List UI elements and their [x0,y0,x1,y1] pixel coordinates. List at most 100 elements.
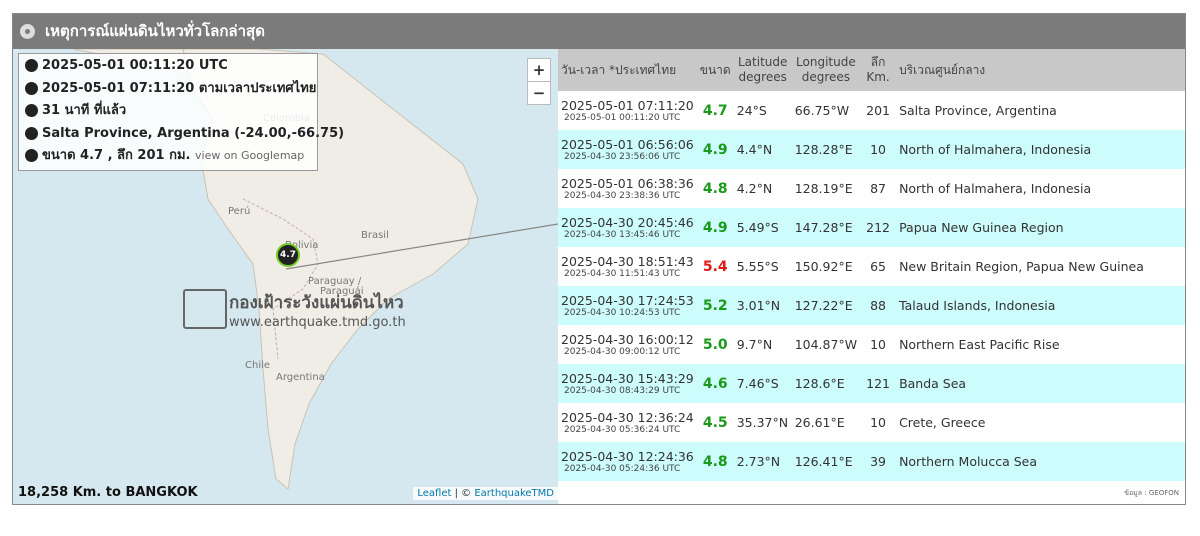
depth: 10 [860,130,897,169]
zoom-in[interactable]: + [527,58,551,82]
column-header: Latitude degrees [733,49,792,91]
utc-time: 2025-04-30 05:24:36 UTC [564,464,681,474]
depth: 121 [860,364,897,403]
latitude: 24°S [736,103,767,118]
quake-row[interactable]: 2025-05-01 07:11:20 2025-05-01 00:11:20 U… [558,91,1185,130]
time-cell: 2025-04-30 17:24:53 2025-04-30 10:24:53 U… [558,286,697,325]
magnitude: 4.8 [696,442,734,481]
longitude: 26.61°E [794,415,845,430]
time-cell: 2025-04-30 15:43:29 2025-04-30 08:43:29 U… [558,364,697,403]
depth: 212 [860,208,897,247]
quake-row[interactable]: 2025-04-30 12:24:36 2025-04-30 05:24:36 U… [558,442,1185,481]
region: Salta Province, Argentina [899,103,1057,118]
column-header: วัน-เวลา *ประเทศไทย [558,49,697,91]
time-cell: 2025-04-30 16:00:12 2025-04-30 09:00:12 U… [558,325,697,364]
info-icon [25,126,38,140]
latitude: 2.73°N [733,442,792,481]
zoom-out[interactable]: − [527,81,551,105]
latitude: 7.46°S [733,364,792,403]
local-time: 2025-04-30 12:24:36 [561,449,694,464]
map-label: Paraguay / [308,276,362,287]
info-text: 2025-05-01 00:11:20 UTC [42,58,228,73]
latitude: 4.4°N [733,130,792,169]
magnitude: 4.7 [702,102,728,119]
column-header: บริเวณศูนย์กลาง [896,49,1185,91]
utc-time: 2025-04-30 09:00:12 UTC [564,347,681,357]
longitude: 66.75°W [794,103,850,118]
region: North of Halmahera, Indonesia [896,130,1185,169]
utc-time: 2025-04-30 11:51:43 UTC [564,269,681,279]
quake-row[interactable]: 2025-04-30 15:43:29 2025-04-30 08:43:29 U… [558,364,1185,403]
utc-time: 2025-04-30 08:43:29 UTC [564,386,681,396]
utc-time: 2025-04-30 10:24:53 UTC [564,308,681,318]
latitude: 3.01°N [733,286,792,325]
region: Talaud Islands, Indonesia [896,286,1185,325]
info-text: ขนาด 4.7 , ลึก 201 กม. [42,148,191,163]
time-cell: 2025-05-01 06:38:36 2025-04-30 23:38:36 U… [558,169,697,208]
quake-row[interactable]: 2025-05-01 06:38:36 2025-04-30 23:38:36 U… [558,169,1185,208]
local-time: 2025-04-30 15:43:29 [561,371,694,386]
magnitude: 4.9 [696,130,734,169]
leaflet-link[interactable]: Leaflet [417,488,452,499]
magnitude: 5.4 [702,258,728,275]
quake-table: วัน-เวลา *ประเทศไทย ขนาด Latitude degrees Lo… [558,49,1185,481]
map-label: Brasil [361,230,389,241]
tmd-link[interactable]: EarthquakeTMD [474,488,554,499]
quake-row[interactable]: 2025-04-30 12:36:24 2025-04-30 05:36:24 U… [558,403,1185,442]
depth: 201 [866,103,890,118]
latitude: 5.49°S [733,208,792,247]
map[interactable]: ColombiaPerúBrasilBoliviaParaguay /Parag… [13,49,558,504]
depth: 10 [870,415,887,430]
attribution: Leaflet | © EarthquakeTMD [413,487,558,500]
time-cell: 2025-05-01 06:56:06 2025-04-30 23:56:06 U… [558,130,697,169]
column-header-text: วัน-เวลา *ประเทศไทย [561,62,677,77]
column-header-text: degrees [738,70,787,84]
quake-row[interactable]: 2025-04-30 18:51:43 2025-04-30 11:51:43 U… [558,247,1185,286]
longitude: 126.41°E [791,442,861,481]
info-icon [25,59,38,72]
time-cell: 2025-04-30 12:36:24 2025-04-30 05:36:24 U… [558,403,697,442]
header: เหตุการณ์แผ่นดินไหวทั่วโลกล่าสุด [13,14,1185,49]
longitude: 150.92°E [794,259,853,274]
time-cell: 2025-04-30 12:24:36 2025-04-30 05:24:36 U… [558,442,697,481]
title: เหตุการณ์แผ่นดินไหวทั่วโลกล่าสุด [45,22,265,40]
time-cell: 2025-04-30 18:51:43 2025-04-30 11:51:43 U… [558,247,697,286]
longitude: 128.19°E [794,181,853,196]
region: New Britain Region, Papua New Guinea [899,259,1144,274]
column-header-text: Km. [866,70,890,84]
info-line: Salta Province, Argentina (-24.00,-66.75… [19,123,344,145]
longitude: 104.87°W [794,337,858,352]
magnitude: 4.6 [696,364,734,403]
depth: 65 [870,259,887,274]
info-text: 31 นาที ที่แล้ว [42,103,127,118]
quake-marker[interactable]: 4.7 [276,243,300,267]
magnitude: 5.0 [702,336,728,353]
column-header: ขนาด [696,49,734,91]
depth: 10 [870,337,887,352]
latitude: 5.55°S [736,259,779,274]
map-label: Chile [245,360,271,371]
utc-time: 2025-04-30 13:45:46 UTC [564,230,681,240]
local-time: 2025-04-30 16:00:12 [561,332,694,347]
utc-time: 2025-05-01 00:11:20 UTC [564,113,681,123]
column-header-text: ลึก [870,55,886,69]
time-cell: 2025-05-01 07:11:20 2025-05-01 00:11:20 U… [558,91,697,130]
map-label: Paraguái [320,286,364,297]
quake-row[interactable]: 2025-04-30 20:45:46 2025-04-30 13:45:46 U… [558,208,1185,247]
longitude: 128.28°E [791,130,861,169]
quake-row[interactable]: 2025-05-01 06:56:06 2025-04-30 23:56:06 U… [558,130,1185,169]
local-time: 2025-05-01 06:56:06 [561,137,694,152]
watermark-url: www.earthquake.tmd.go.th [229,315,406,330]
info-line: 2025-05-01 07:11:20 ตามเวลาประเทศไทย [19,78,317,100]
column-header: ลึก Km. [860,49,897,91]
info-icon [25,149,38,162]
googlemap-link[interactable]: view on Googlemap [195,149,305,162]
longitude: 147.28°E [791,208,861,247]
info-icon [25,81,38,95]
column-header-text: degrees [801,70,851,84]
column-header-text: บริเวณศูนย์กลาง [899,62,986,77]
quake-row[interactable]: 2025-04-30 16:00:12 2025-04-30 09:00:12 U… [558,325,1185,364]
quake-row[interactable]: 2025-04-30 17:24:53 2025-04-30 10:24:53 U… [558,286,1185,325]
info-line: 31 นาที ที่แล้ว [19,100,317,122]
